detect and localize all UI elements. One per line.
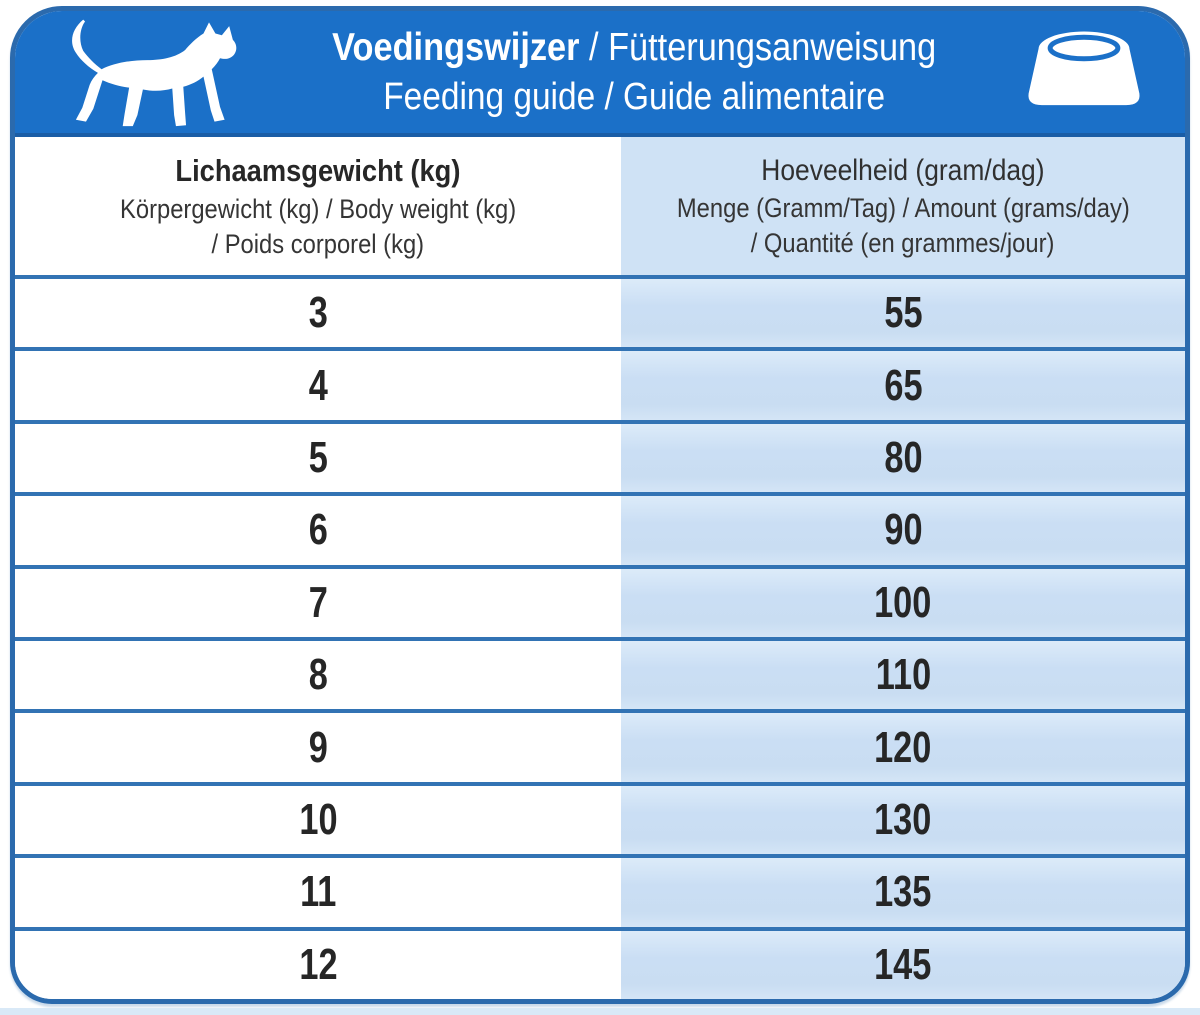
table-row: 5 80 [15, 419, 1185, 493]
amount-cell: 110 [621, 641, 1185, 710]
table-row: 8 110 [15, 637, 1185, 710]
weight-value: 8 [308, 650, 328, 700]
feeding-guide-title: Voedingswijzer / Fütterungsanweisung Fee… [260, 23, 1009, 122]
weight-subtitle-1: Körpergewicht (kg) / Body weight (kg) [119, 193, 517, 224]
amount-cell: 55 [621, 279, 1185, 348]
amount-value: 90 [883, 505, 923, 555]
table-row: 4 65 [15, 347, 1185, 420]
amount-cell: 90 [621, 496, 1185, 565]
table-row: 6 90 [15, 492, 1185, 565]
amount-cell: 80 [621, 423, 1185, 493]
column-header-weight: Lichaamsgewicht (kg) Körpergewicht (kg) … [15, 137, 622, 275]
bottom-edge-strip [0, 1008, 1200, 1015]
title-line-1: Voedingswijzer / Fütterungsanweisung [260, 23, 1009, 73]
amount-value: 120 [874, 722, 932, 772]
weight-value: 3 [308, 288, 328, 338]
amount-value: 55 [883, 288, 923, 338]
amount-cell: 145 [621, 930, 1185, 999]
amount-value: 100 [874, 577, 932, 627]
amount-value: 135 [874, 867, 932, 917]
table-row: 11 135 [15, 854, 1185, 927]
weight-value: 5 [308, 433, 328, 483]
amount-cell: 135 [621, 858, 1185, 927]
weight-value: 12 [298, 939, 338, 989]
weight-cell: 12 [15, 930, 622, 999]
table-header-row: Lichaamsgewicht (kg) Körpergewicht (kg) … [15, 137, 1185, 275]
weight-cell: 4 [15, 351, 622, 420]
weight-cell: 11 [15, 858, 622, 927]
amount-subtitle-1: Menge (Gramm/Tag) / Amount (grams/day) [676, 193, 1130, 224]
title-line-2: Feeding guide / Guide alimentaire [260, 73, 1009, 122]
weight-title: Lichaamsgewicht (kg) [175, 152, 461, 188]
weight-value: 6 [308, 505, 328, 555]
weight-value: 9 [308, 722, 328, 772]
weight-subtitle-2: / Poids corporel (kg) [211, 228, 425, 259]
pet-bowl-icon [1009, 22, 1159, 122]
table-row: 12 145 [15, 926, 1185, 999]
weight-cell: 6 [15, 496, 622, 565]
weight-cell: 9 [15, 713, 622, 782]
feeding-guide-header: Voedingswijzer / Fütterungsanweisung Fee… [15, 11, 1185, 137]
weight-cell: 10 [15, 785, 622, 855]
column-header-amount: Hoeveelheid (gram/dag) Menge (Gramm/Tag)… [621, 137, 1185, 275]
title-dutch: Voedingswijzer [332, 25, 580, 69]
amount-cell: 100 [621, 568, 1185, 638]
amount-title: Hoeveelheid (gram/dag) [761, 153, 1045, 187]
table-row: 3 55 [15, 275, 1185, 348]
amount-value: 80 [883, 433, 923, 483]
amount-cell: 130 [621, 785, 1185, 855]
table-body: 3 55 4 65 5 80 6 90 7 100 8 110 9 120 10 130 11 135 12 145 [15, 275, 1185, 999]
amount-value: 65 [883, 360, 923, 410]
amount-value: 130 [874, 795, 932, 845]
weight-value: 4 [308, 360, 328, 410]
title-german: / Fütterungsanweisung [579, 25, 937, 69]
table-row: 10 130 [15, 781, 1185, 855]
feeding-guide-card: Voedingswijzer / Fütterungsanweisung Fee… [10, 6, 1190, 1004]
weight-value: 11 [299, 867, 337, 917]
amount-cell: 65 [621, 351, 1185, 420]
cat-icon [45, 16, 260, 128]
weight-cell: 8 [15, 641, 622, 710]
title-english-french: Feeding guide / Guide alimentaire [383, 75, 886, 118]
weight-cell: 5 [15, 423, 622, 493]
table-row: 9 120 [15, 709, 1185, 782]
weight-cell: 3 [15, 279, 622, 348]
amount-value: 145 [874, 939, 932, 989]
table-row: 7 100 [15, 564, 1185, 638]
amount-value: 110 [875, 650, 931, 700]
weight-cell: 7 [15, 568, 622, 638]
amount-cell: 120 [621, 713, 1185, 782]
weight-value: 7 [308, 577, 328, 627]
amount-subtitle-2: / Quantité (en grammes/jour) [751, 228, 1055, 259]
weight-value: 10 [298, 795, 338, 845]
